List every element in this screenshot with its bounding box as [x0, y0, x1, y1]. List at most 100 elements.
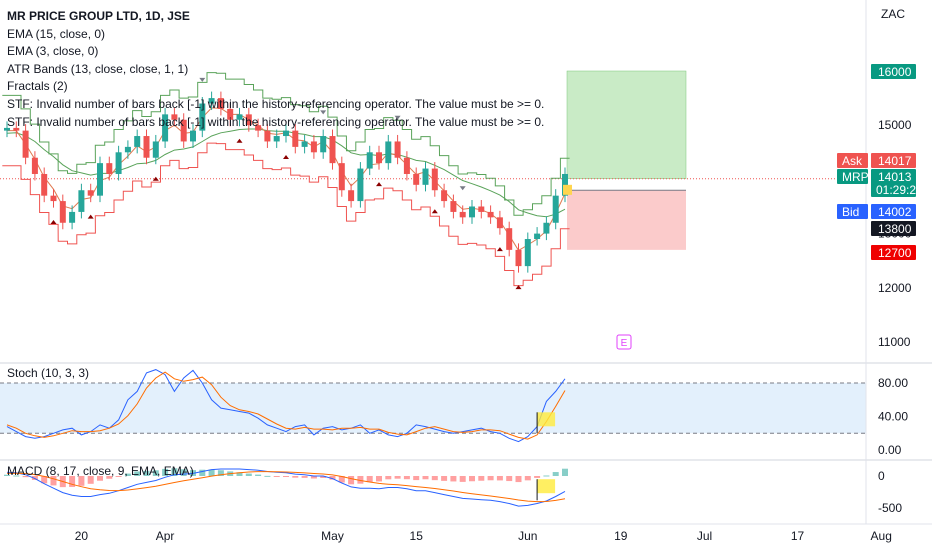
- candle-body: [552, 195, 559, 223]
- macd-histogram-bar: [124, 473, 131, 476]
- candle-body: [41, 173, 48, 196]
- price-tag-label: Ask: [842, 154, 863, 168]
- stoch-label[interactable]: Stoch (10, 3, 3): [7, 366, 90, 380]
- candle-body: [13, 127, 20, 131]
- macd-histogram-bar: [264, 475, 271, 477]
- candle: [413, 167, 420, 192]
- study-ema3[interactable]: EMA (3, close, 0): [7, 44, 99, 59]
- price-tag-value: 12700: [878, 246, 912, 260]
- macd-histogram-bar: [199, 469, 206, 476]
- candle-body: [469, 206, 475, 218]
- macd-histogram-bar: [115, 476, 122, 477]
- candle-body: [273, 136, 280, 142]
- time-label: May: [321, 529, 344, 543]
- time-label: Jun: [518, 529, 537, 543]
- candle: [310, 134, 317, 159]
- candle: [338, 156, 345, 197]
- signal-marker: [563, 184, 572, 195]
- candle: [385, 134, 392, 170]
- macd-histogram-bar: [217, 470, 224, 476]
- study-atr-bands[interactable]: ATR Bands (13, close, close, 1, 1): [7, 61, 189, 76]
- macd-tick: -500: [878, 501, 902, 515]
- candle-body: [394, 141, 401, 158]
- fractal-down: [50, 220, 57, 225]
- candle: [152, 134, 159, 165]
- macd-histogram-bar: [450, 476, 457, 482]
- macd-histogram-bar: [394, 476, 401, 479]
- price-tag-value: 14013: [878, 170, 912, 184]
- candle: [552, 189, 559, 230]
- candle-body: [348, 190, 355, 202]
- candle-body: [106, 163, 113, 174]
- candle-body: [171, 114, 178, 120]
- macd-histogram-bar: [469, 476, 475, 482]
- candle: [320, 129, 327, 159]
- candle-body: [69, 211, 76, 223]
- macd-histogram-bar: [50, 476, 57, 486]
- candle: [143, 129, 150, 165]
- fractal-up: [394, 115, 401, 120]
- study-fractals[interactable]: Fractals (2): [7, 79, 68, 94]
- candle: [422, 162, 429, 192]
- candle: [450, 194, 457, 219]
- time-label: Apr: [156, 529, 175, 543]
- stoch-tick: 40.00: [878, 410, 908, 424]
- macd-histogram-bar: [22, 476, 29, 478]
- macd-histogram-bar: [366, 476, 373, 483]
- price-tag-value: 16000: [878, 65, 912, 79]
- macd-histogram-bar: [236, 472, 243, 476]
- candle: [524, 232, 531, 273]
- macd-histogram-bar: [292, 476, 299, 478]
- candle-body: [403, 157, 410, 174]
- candle: [506, 221, 513, 257]
- candle: [459, 205, 466, 224]
- candle-body: [338, 163, 345, 191]
- fractal-down: [283, 155, 289, 160]
- candle: [245, 107, 252, 132]
- macd-histogram-bar: [506, 476, 513, 482]
- candle: [329, 129, 336, 170]
- candle-body: [190, 130, 196, 142]
- candle-body: [134, 136, 141, 147]
- candle: [115, 145, 122, 181]
- fractal-up: [199, 77, 206, 82]
- candle: [134, 129, 141, 154]
- candle: [292, 124, 299, 154]
- macd-histogram-bar: [403, 476, 410, 480]
- macd-histogram-bar: [338, 476, 345, 483]
- macd-histogram-bar: [171, 468, 178, 476]
- candle-body: [31, 157, 38, 174]
- candle-body: [255, 125, 262, 131]
- fractal-down: [236, 138, 243, 143]
- candle-body: [152, 141, 159, 158]
- macd-label[interactable]: MACD (8, 17, close, 9, EMA, EMA): [7, 464, 194, 478]
- stop-zone: [567, 190, 686, 250]
- stoch-pane: [0, 369, 866, 443]
- symbol-title[interactable]: MR PRICE GROUP LTD, 1D, JSE: [7, 9, 190, 23]
- candle: [217, 91, 224, 116]
- candle: [4, 121, 10, 138]
- candle: [376, 145, 382, 170]
- macd-histogram-bar: [376, 476, 382, 482]
- macd-histogram-bar: [357, 476, 364, 484]
- fractal-up: [320, 110, 327, 115]
- price-tag-label-box: [837, 153, 868, 168]
- candle-body: [4, 127, 10, 131]
- price-tag-box: [871, 64, 916, 79]
- macd-histogram-bar: [348, 476, 355, 485]
- candle-body: [478, 206, 485, 212]
- macd-histogram-bar: [4, 474, 10, 476]
- macd-histogram-bar: [515, 476, 522, 483]
- time-label: Jul: [697, 529, 712, 543]
- candle: [366, 145, 373, 176]
- candle: [403, 151, 410, 181]
- price-tag-box: [871, 245, 916, 260]
- price-tag-label: MRP: [842, 170, 869, 184]
- macd-histogram-bar: [69, 476, 76, 487]
- stoch-tick: 80.00: [878, 376, 908, 390]
- macd-histogram-bar: [255, 474, 262, 476]
- candle-body: [301, 141, 308, 147]
- study-ema15[interactable]: EMA (15, close, 0): [7, 26, 106, 41]
